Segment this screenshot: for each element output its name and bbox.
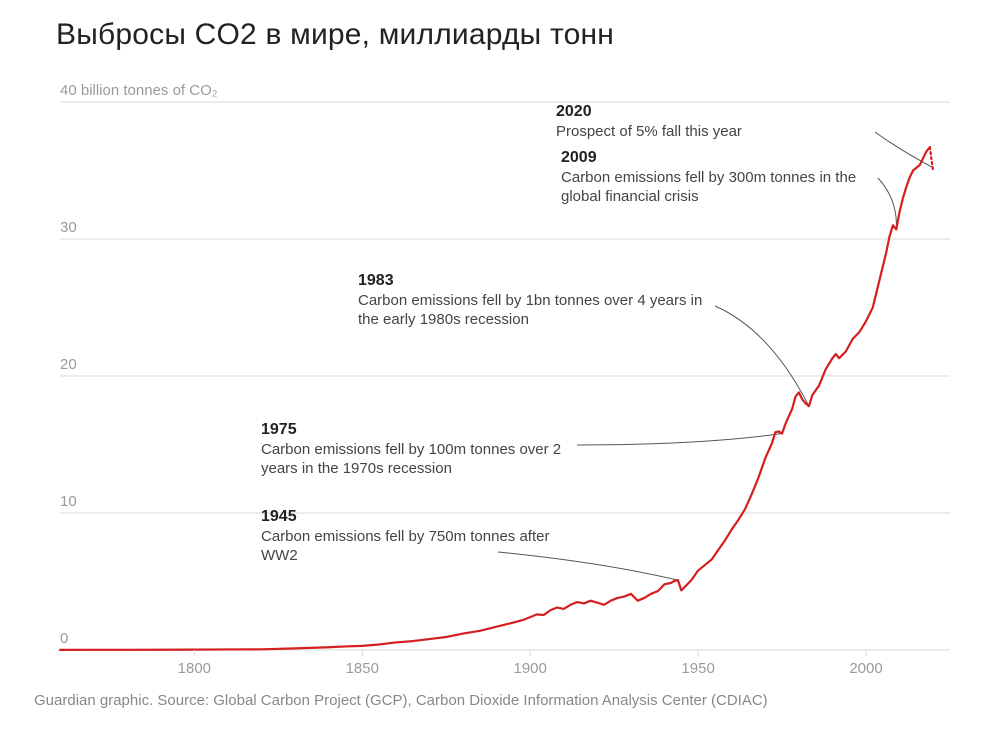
x-tick-label: 1950 — [668, 660, 728, 677]
annotation-a1983: 1983Carbon emissions fell by 1bn tonnes … — [358, 271, 718, 330]
annotation-leader — [577, 434, 782, 445]
annotation-year: 1975 — [261, 420, 581, 440]
y-tick-label: 0 — [60, 630, 90, 647]
co2-chart-container: Выбросы CO2 в мире, миллиарды тонн 40 bi… — [0, 0, 987, 752]
x-tick-label: 1850 — [332, 660, 392, 677]
annotation-year: 2020 — [556, 102, 886, 122]
annotation-text: Carbon emissions fell by 100m tonnes ove… — [261, 441, 561, 477]
projection-line — [930, 147, 933, 172]
annotation-text: Carbon emissions fell by 300m tonnes in … — [561, 169, 856, 205]
annotation-a1945: 1945Carbon emissions fell by 750m tonnes… — [261, 507, 561, 566]
annotation-a1975: 1975Carbon emissions fell by 100m tonnes… — [261, 420, 581, 479]
emissions-line — [60, 147, 930, 650]
annotation-a2020: 2020Prospect of 5% fall this year — [556, 102, 886, 142]
y-tick-label: 20 — [60, 356, 90, 373]
annotation-year: 2009 — [561, 148, 891, 168]
annotation-text: Carbon emissions fell by 750m tonnes aft… — [261, 528, 549, 564]
y-axis-title: 40 billion tonnes of CO₂ — [60, 82, 218, 99]
x-tick-label: 1800 — [164, 660, 224, 677]
annotation-text: Carbon emissions fell by 1bn tonnes over… — [358, 292, 702, 328]
y-tick-label: 30 — [60, 219, 90, 236]
annotation-year: 1983 — [358, 271, 718, 291]
x-tick-label: 1900 — [500, 660, 560, 677]
source-credit: Guardian graphic. Source: Global Carbon … — [34, 692, 768, 709]
annotation-year: 1945 — [261, 507, 561, 527]
y-tick-label: 10 — [60, 493, 90, 510]
annotation-text: Prospect of 5% fall this year — [556, 123, 742, 140]
x-tick-label: 2000 — [836, 660, 896, 677]
annotation-leader — [715, 306, 809, 406]
annotation-a2009: 2009Carbon emissions fell by 300m tonnes… — [561, 148, 891, 207]
